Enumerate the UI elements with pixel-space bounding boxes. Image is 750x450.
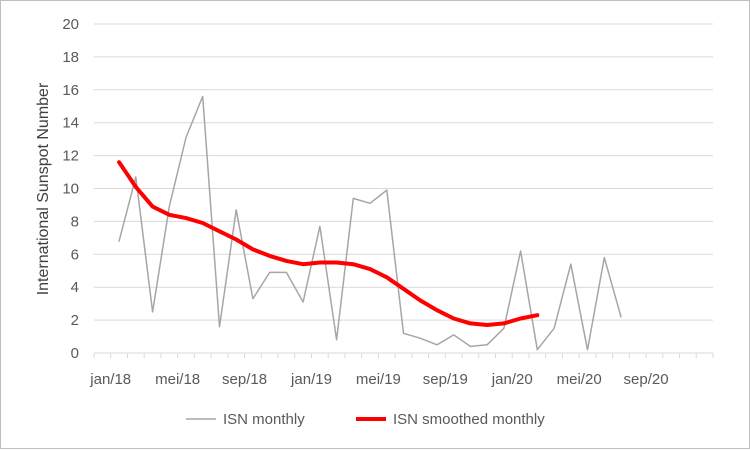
y-tick-label: 12: [62, 148, 79, 165]
y-axis-title: International Sunspot Number: [35, 82, 52, 295]
x-tick-label: mei/20: [557, 371, 602, 388]
y-tick-label: 18: [62, 49, 79, 66]
x-tick-label: sep/19: [423, 371, 468, 388]
x-tick-label: sep/20: [624, 371, 669, 388]
x-tick-label: jan/19: [290, 371, 332, 388]
legend: ISN monthly ISN smoothed monthly: [186, 411, 545, 428]
x-axis: jan/18 mei/18 sep/18 jan/19 mei/19 sep/19 jan/…: [89, 352, 714, 388]
series-lines: [117, 95, 622, 351]
legend-label: ISN smoothed monthly: [393, 411, 545, 428]
y-tick-label: 8: [71, 213, 79, 230]
y-tick-label: 6: [71, 246, 79, 263]
y-axis-ticks: 0 2 4 6 8 10 12 14 16 18 20: [62, 16, 79, 362]
isn-smoothed-line: [117, 160, 540, 327]
legend-label: ISN monthly: [223, 411, 305, 428]
y-tick-label: 16: [62, 82, 79, 99]
gridlines: [94, 23, 713, 321]
x-tick-label: mei/18: [155, 371, 200, 388]
isn-monthly-line: [118, 95, 622, 351]
x-tick-label: jan/20: [491, 371, 533, 388]
y-tick-label: 10: [62, 181, 79, 198]
x-tick-label: mei/19: [356, 371, 401, 388]
y-tick-label: 14: [62, 115, 79, 132]
x-tick-label: jan/18: [89, 371, 131, 388]
y-tick-label: 4: [71, 279, 79, 296]
x-tick-label: sep/18: [222, 371, 267, 388]
y-tick-label: 2: [71, 312, 79, 329]
y-tick-label: 0: [71, 345, 79, 362]
y-tick-label: 20: [62, 16, 79, 33]
